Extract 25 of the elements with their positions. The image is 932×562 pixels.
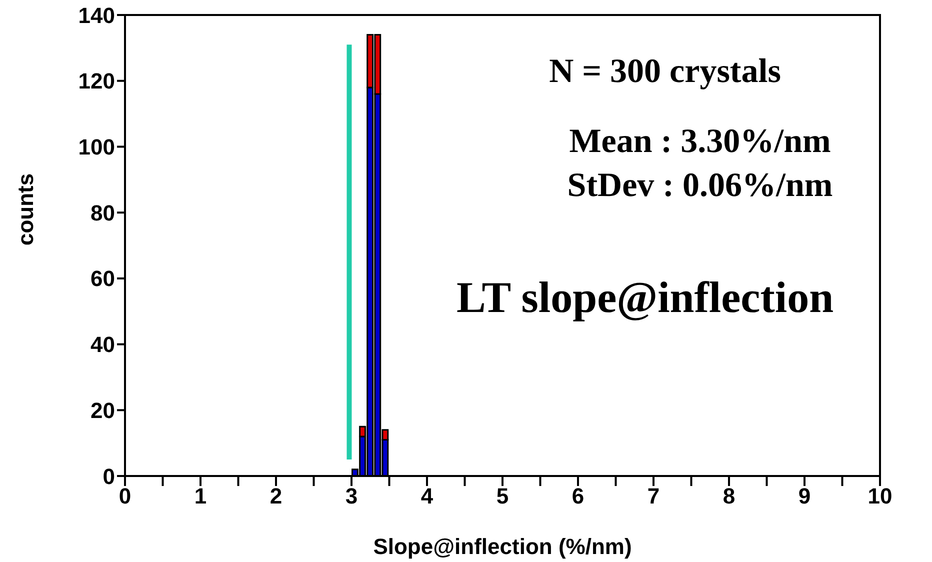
x-tick-label: 2 [270,484,282,509]
text: LT slope@inflection [456,273,834,322]
x-tick-label: 4 [420,484,434,509]
x-tick-label: 3 [345,484,358,509]
annotation: StDev : 0.06%/nm [567,167,833,204]
y-tick-label: 20 [90,398,115,423]
x-tick-label: 8 [722,484,736,509]
y-tick-label: 60 [90,266,115,292]
y-tick-label: 80 [90,200,115,226]
y-tick-label: 40 [90,332,115,358]
y-tick-label: 120 [78,68,115,94]
y-tick-label: 0 [102,464,115,489]
x-axis-title: Slope@inflection (%/nm) [373,534,632,559]
annotation: N = 300 crystals [549,53,781,90]
annotation: Mean : 3.30%/nm [569,123,831,160]
x-tick-label: 0 [118,484,132,509]
y-axis-title: counts [12,173,38,246]
y-tick-label: 140 [78,2,115,28]
x-tick-label: 7 [647,484,660,509]
x-tick-label: 6 [572,484,584,509]
x-tick-label: 5 [496,484,509,509]
y-tick-label: 100 [78,134,115,160]
x-tick-label: 1 [194,484,207,509]
x-tick-label: 10 [868,484,892,509]
x-tick-label: 9 [798,484,811,509]
